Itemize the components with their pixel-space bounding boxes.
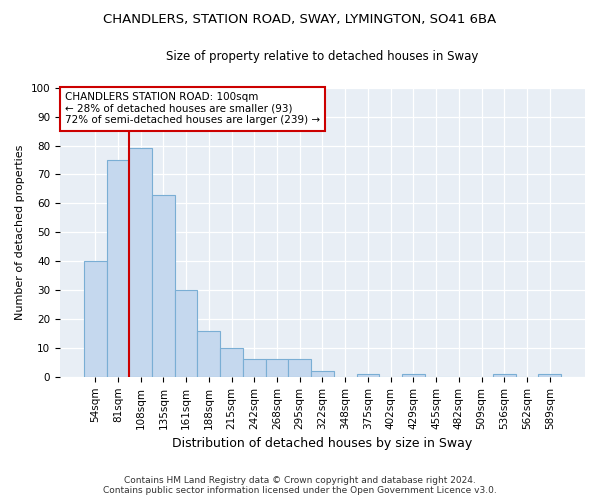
Bar — [402, 374, 425, 377]
Bar — [356, 374, 379, 377]
Bar — [311, 371, 334, 377]
Bar — [220, 348, 243, 377]
Text: CHANDLERS, STATION ROAD, SWAY, LYMINGTON, SO41 6BA: CHANDLERS, STATION ROAD, SWAY, LYMINGTON… — [103, 12, 497, 26]
Text: CHANDLERS STATION ROAD: 100sqm
← 28% of detached houses are smaller (93)
72% of : CHANDLERS STATION ROAD: 100sqm ← 28% of … — [65, 92, 320, 126]
Bar — [243, 360, 266, 377]
Y-axis label: Number of detached properties: Number of detached properties — [15, 144, 25, 320]
Bar — [289, 360, 311, 377]
Bar — [84, 261, 107, 377]
Bar — [197, 330, 220, 377]
Text: Contains HM Land Registry data © Crown copyright and database right 2024.
Contai: Contains HM Land Registry data © Crown c… — [103, 476, 497, 495]
Bar — [538, 374, 561, 377]
Title: Size of property relative to detached houses in Sway: Size of property relative to detached ho… — [166, 50, 479, 63]
X-axis label: Distribution of detached houses by size in Sway: Distribution of detached houses by size … — [172, 437, 473, 450]
Bar — [266, 360, 289, 377]
Bar — [107, 160, 129, 377]
Bar — [175, 290, 197, 377]
Bar — [129, 148, 152, 377]
Bar — [152, 194, 175, 377]
Bar — [493, 374, 515, 377]
